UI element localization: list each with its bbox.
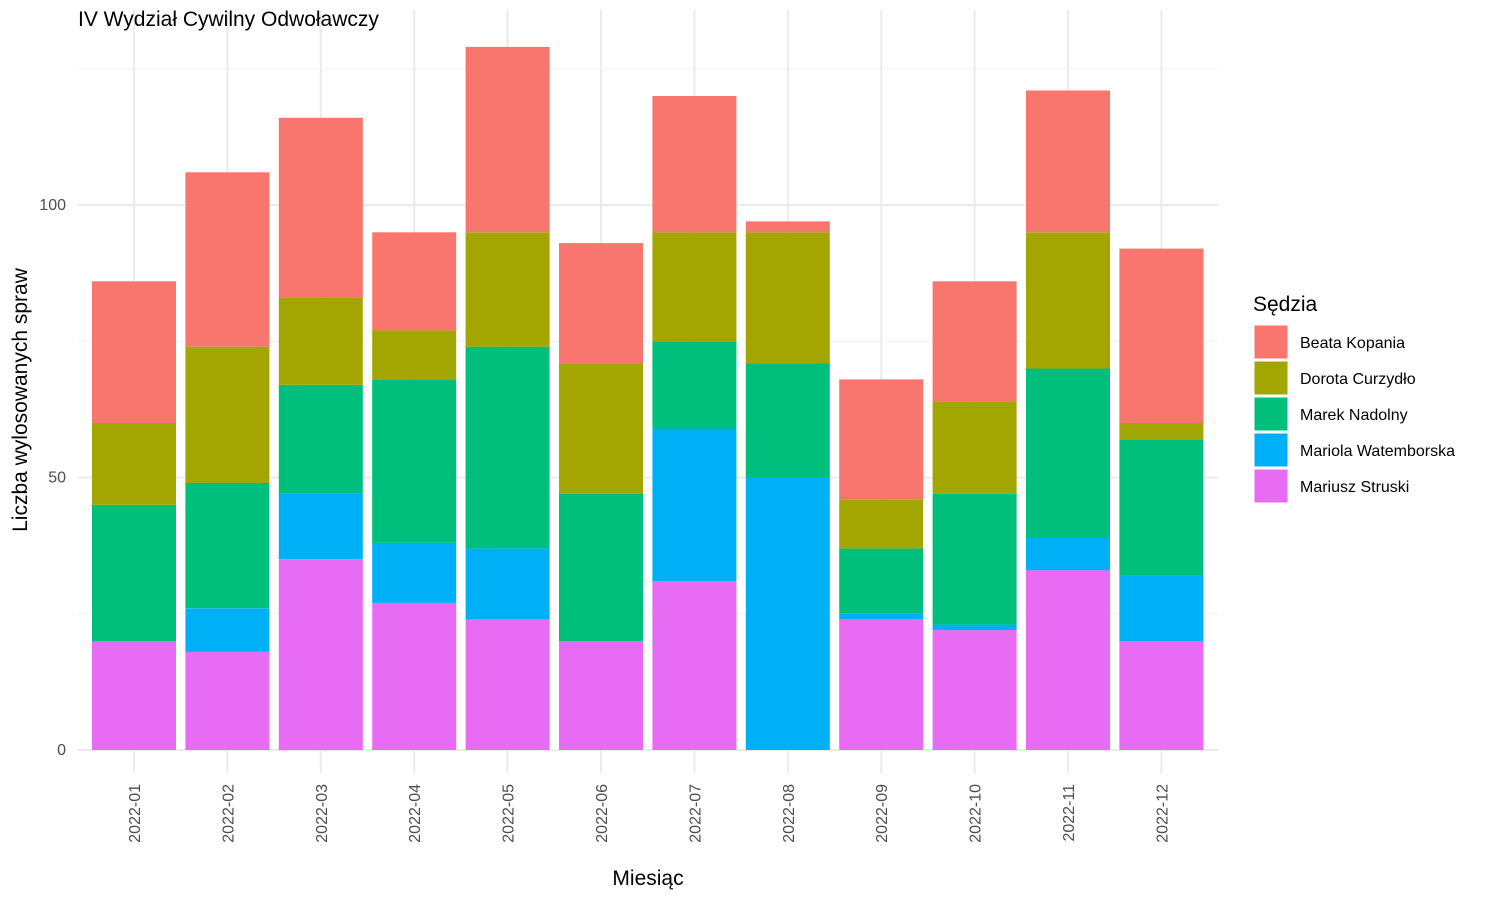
x-axis-title: Miesiąc [612, 867, 683, 890]
y-axis-title: Liczba wylosowanych spraw [9, 267, 32, 532]
bar-segment [745, 477, 830, 750]
bar-segment [92, 641, 176, 750]
bar-segment [92, 423, 176, 505]
bar-segment [745, 221, 830, 233]
bar-segment [652, 428, 737, 581]
legend-label: Marek Nadolny [1300, 407, 1408, 424]
bar-segment [652, 341, 737, 429]
bar-segment [92, 504, 176, 642]
bar-segment [932, 624, 1017, 631]
legend-title: Sędzia [1253, 293, 1318, 316]
bar-segment [465, 346, 550, 549]
bar-segment [1119, 423, 1204, 440]
bars-group [92, 46, 1204, 751]
bar-segment [185, 608, 270, 652]
bar-segment [185, 651, 270, 750]
bar-segment [278, 297, 363, 385]
x-tick-label: 2022-06 [594, 784, 611, 843]
y-tick-label: 0 [57, 742, 66, 759]
x-axis-ticks: 2022-01 2022-02 2022-03 2022-04 2022-05 2022-… [127, 784, 1171, 843]
bar-segment [372, 232, 457, 331]
bar-segment [185, 482, 270, 609]
bar-segment [372, 330, 457, 380]
bar-segment [932, 401, 1017, 494]
legend-swatch [1253, 396, 1289, 432]
bar-segment [1119, 248, 1204, 423]
legend: Sędzia Beata Kopania Dorota Curzydło Marek… [1253, 293, 1455, 504]
bar-segment [839, 619, 924, 750]
bar-segment [1026, 90, 1110, 233]
bar-segment [372, 542, 457, 603]
bar-segment [185, 346, 270, 483]
x-tick-label: 2022-08 [781, 784, 798, 843]
x-tick-label: 2022-02 [220, 784, 237, 843]
bar-segment [372, 379, 457, 543]
legend-label: Dorota Curzydło [1300, 371, 1416, 388]
bar-segment [1119, 439, 1204, 576]
bar-segment [278, 559, 363, 751]
x-tick-label: 2022-09 [874, 784, 891, 843]
bar-segment [278, 117, 363, 298]
bar-segment [932, 630, 1017, 750]
bar-segment [559, 641, 643, 750]
legend-swatch [1253, 324, 1289, 360]
bar-segment [839, 548, 924, 614]
bar-segment [1119, 575, 1204, 641]
bar-segment [652, 581, 737, 750]
bar-segment [652, 232, 737, 342]
legend-swatch [1253, 360, 1289, 396]
bar-segment [932, 281, 1017, 402]
x-tick-label: 2022-04 [407, 784, 424, 843]
bar-segment [185, 172, 270, 347]
bar-segment [652, 96, 737, 233]
bar-segment [1026, 570, 1110, 750]
bar-segment [559, 493, 643, 641]
legend-label: Mariola Watemborska [1300, 443, 1455, 460]
bar-segment [465, 232, 550, 347]
x-tick-label: 2022-10 [968, 784, 985, 843]
bar-segment [92, 281, 176, 423]
y-axis-ticks: 0 50 100 [39, 197, 66, 759]
x-tick-label: 2022-11 [1061, 784, 1078, 842]
bar-segment [278, 493, 363, 560]
bar-segment [932, 493, 1017, 625]
bar-segment [1026, 232, 1110, 369]
x-tick-label: 2022-05 [501, 784, 518, 843]
bar-segment [839, 499, 924, 549]
bar-segment [839, 379, 924, 500]
bar-segment [839, 613, 924, 620]
legend-label: Mariusz Struski [1300, 479, 1409, 496]
bar-segment [745, 363, 830, 478]
bar-segment [465, 548, 550, 620]
bar-segment [1119, 641, 1204, 750]
bar-segment [745, 232, 830, 364]
bar-segment [559, 243, 643, 363]
bar-segment [278, 384, 363, 494]
bar-segment [559, 363, 643, 494]
x-tick-label: 2022-03 [314, 784, 331, 843]
legend-swatch [1253, 432, 1289, 468]
x-tick-label: 2022-12 [1154, 784, 1171, 843]
bar-segment [372, 602, 457, 750]
chart-title: IV Wydział Cywilny Odwoławczy [78, 8, 379, 31]
bar-segment [1026, 537, 1110, 571]
x-tick-label: 2022-07 [687, 784, 704, 843]
x-tick-label: 2022-01 [127, 784, 144, 843]
legend-swatch [1253, 468, 1289, 504]
bar-segment [1026, 368, 1110, 538]
y-tick-label: 50 [48, 470, 66, 487]
bar-segment [465, 46, 550, 233]
legend-label: Beata Kopania [1300, 335, 1405, 352]
y-tick-label: 100 [39, 197, 66, 214]
bar-segment [465, 619, 550, 750]
